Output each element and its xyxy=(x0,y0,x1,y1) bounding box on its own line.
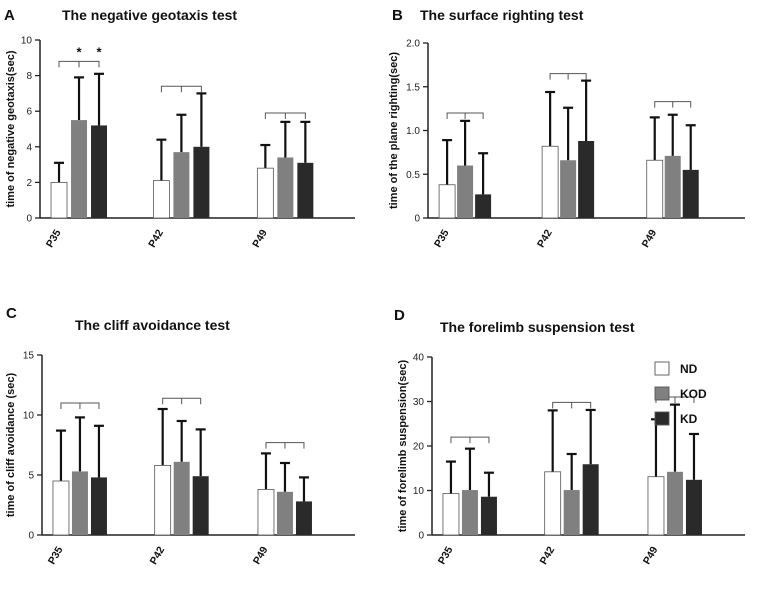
legend-swatch-kd xyxy=(654,411,670,426)
y-tick-label: 1.0 xyxy=(406,126,420,137)
bar-kod-p35 xyxy=(461,490,478,535)
y-tick-label: 0.5 xyxy=(406,170,420,181)
bar-nd-p42 xyxy=(152,180,170,219)
legend-label-kod: KOD xyxy=(680,387,707,401)
y-tick-label: 15 xyxy=(23,351,35,362)
panel-letter: B xyxy=(392,7,403,24)
bar-nd-p35 xyxy=(50,181,68,219)
bar-kod-p35 xyxy=(71,120,88,218)
chart-title: The negative geotaxis test xyxy=(62,7,237,23)
legend-label-nd: ND xyxy=(680,362,698,376)
bar-nd-p42 xyxy=(154,464,172,536)
chart-title: The cliff avoidance test xyxy=(75,317,230,333)
y-axis-label: time of negative geotaxis(sec) xyxy=(5,50,17,207)
x-category-label: P35 xyxy=(432,227,452,249)
bar-kod-p49 xyxy=(276,491,293,535)
bar-nd-p49 xyxy=(257,488,275,536)
y-tick-label: 0 xyxy=(414,214,420,225)
x-category-label: P42 xyxy=(148,544,168,566)
bar-nd-p49 xyxy=(256,167,274,219)
bar-kod-p42 xyxy=(173,461,190,535)
bar-nd-p35 xyxy=(438,184,456,219)
bar-kd-p42 xyxy=(192,476,209,535)
bar-kd-p49 xyxy=(295,501,312,535)
chart-panel-d: D The forelimb suspension test time of for… xyxy=(394,307,745,567)
panel-letter: A xyxy=(4,7,15,24)
bar-kd-p42 xyxy=(578,141,595,218)
y-tick-label: 10 xyxy=(21,36,33,47)
bar-nd-p42 xyxy=(544,471,562,536)
y-axis-label: time of forelimb suspension(sec) xyxy=(397,359,409,532)
significance-star: * xyxy=(96,44,102,59)
legend-label-kd: KD xyxy=(680,412,698,426)
x-category-label: P35 xyxy=(436,544,456,566)
legend-swatch-nd xyxy=(654,361,670,376)
significance-star: * xyxy=(76,44,82,59)
chart-panel-b: B The surface righting test time of the pl… xyxy=(388,7,745,250)
y-tick-label: 2 xyxy=(26,178,32,189)
bar-kod-p49 xyxy=(666,471,683,535)
legend-swatch-kod xyxy=(654,386,670,401)
legend: ND KOD KD xyxy=(654,361,707,426)
panel-letter: D xyxy=(394,307,405,324)
y-axis-label: time of the plane righting(sec) xyxy=(388,52,400,209)
bar-kod-p35 xyxy=(71,471,88,535)
x-category-label: P49 xyxy=(641,544,661,566)
y-tick-label: 2.0 xyxy=(406,39,420,50)
y-tick-label: 0 xyxy=(28,531,34,542)
x-category-label: P35 xyxy=(46,544,66,566)
y-tick-label: 30 xyxy=(413,397,425,408)
bar-kod-p42 xyxy=(563,490,580,535)
bar-kd-p42 xyxy=(582,464,599,535)
bar-kd-p35 xyxy=(91,125,108,218)
bar-nd-p49 xyxy=(647,476,665,536)
bar-kd-p49 xyxy=(682,169,699,218)
bar-kod-p42 xyxy=(560,160,577,218)
bar-kod-p49 xyxy=(277,157,294,218)
bar-kod-p42 xyxy=(173,152,190,218)
y-tick-label: 0 xyxy=(26,214,32,225)
bar-nd-p35 xyxy=(442,493,460,536)
bar-kod-p49 xyxy=(664,155,681,218)
bar-nd-p35 xyxy=(52,480,70,536)
y-tick-label: 10 xyxy=(23,411,35,422)
bar-kd-p35 xyxy=(90,477,107,535)
bar-kd-p49 xyxy=(297,162,314,218)
bar-kd-p42 xyxy=(193,146,210,218)
bar-nd-p49 xyxy=(646,159,664,219)
x-category-label: P42 xyxy=(538,544,558,566)
bar-kd-p49 xyxy=(685,479,702,535)
y-tick-label: 0 xyxy=(418,531,424,542)
y-axis-label: time of cliff avoidance (sec) xyxy=(5,373,17,518)
y-tick-label: 6 xyxy=(26,107,32,118)
x-category-label: P49 xyxy=(250,227,270,249)
bar-kd-p35 xyxy=(480,496,497,535)
x-category-label: P35 xyxy=(44,227,64,249)
y-tick-label: 4 xyxy=(26,142,32,153)
chart-panel-c: C The cliff avoidance test time of cliff a… xyxy=(5,305,355,567)
bar-kod-p35 xyxy=(457,165,474,218)
y-tick-label: 20 xyxy=(413,442,425,453)
chart-title: The surface righting test xyxy=(420,7,584,23)
panel-letter: C xyxy=(6,305,17,322)
chart-title: The forelimb suspension test xyxy=(440,319,635,335)
x-category-label: P49 xyxy=(640,227,660,249)
y-tick-label: 1.5 xyxy=(406,82,420,93)
bar-nd-p42 xyxy=(541,145,559,219)
y-tick-label: 40 xyxy=(413,353,425,364)
x-category-label: P42 xyxy=(146,227,166,249)
chart-panel-a: A The negative geotaxis test time of negat… xyxy=(4,7,355,250)
bar-kd-p35 xyxy=(475,194,492,218)
y-tick-label: 8 xyxy=(26,71,32,82)
y-tick-label: 5 xyxy=(28,471,34,482)
x-category-label: P42 xyxy=(535,227,555,249)
y-tick-label: 10 xyxy=(413,486,425,497)
x-category-label: P49 xyxy=(251,544,271,566)
